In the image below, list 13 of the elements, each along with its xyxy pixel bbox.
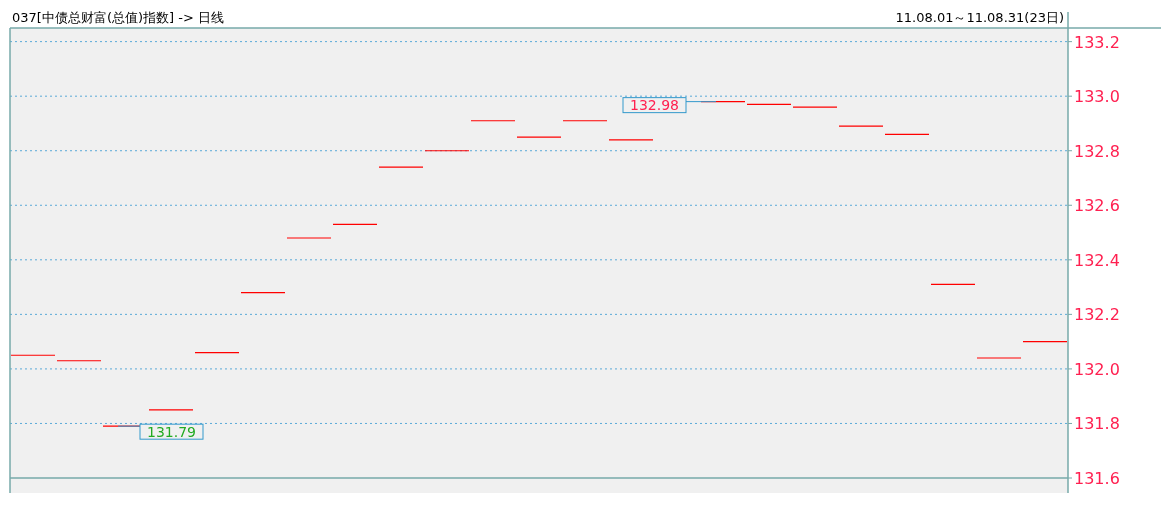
chart-subtitle: 11.08.01～11.08.31(23日) bbox=[895, 10, 1064, 25]
y-tick-label: 133.2 bbox=[1074, 32, 1120, 52]
chart-title: 037[中债总财富(总值)指数] -> 日线 bbox=[12, 10, 224, 25]
annotation: 132.98 bbox=[630, 97, 679, 114]
y-tick-label: 132.4 bbox=[1074, 250, 1120, 270]
y-tick-label: 132.8 bbox=[1074, 141, 1120, 161]
y-tick-label: 131.6 bbox=[1074, 469, 1120, 488]
y-tick-label: 131.8 bbox=[1074, 414, 1120, 434]
y-tick-label: 132.6 bbox=[1074, 196, 1120, 216]
y-tick-label: 133.0 bbox=[1074, 87, 1120, 107]
annotation: 131.79 bbox=[147, 423, 196, 440]
y-tick-label: 132.2 bbox=[1074, 305, 1120, 325]
y-tick-label: 132.0 bbox=[1074, 359, 1120, 379]
